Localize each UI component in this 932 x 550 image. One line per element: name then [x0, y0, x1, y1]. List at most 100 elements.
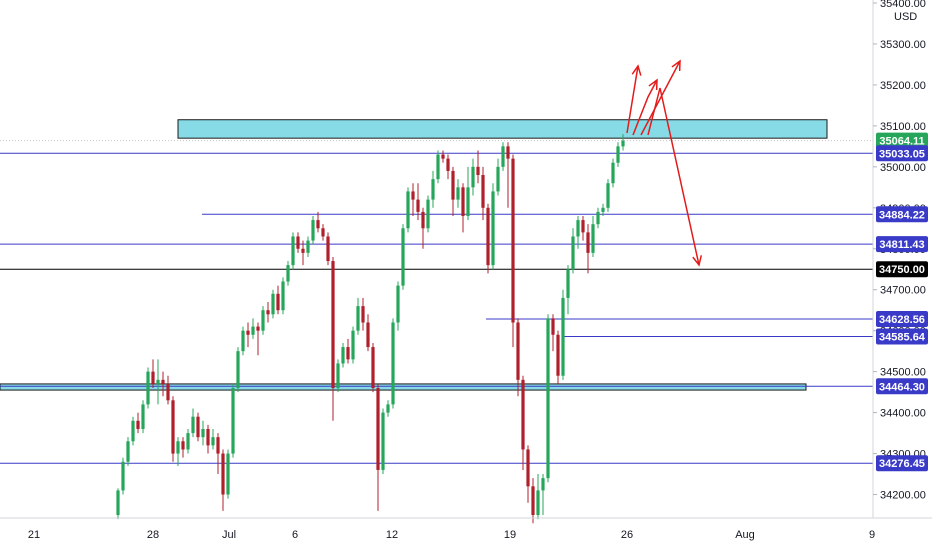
candle[interactable]: [336, 359, 340, 393]
candle[interactable]: [596, 207, 600, 229]
candle[interactable]: [196, 412, 200, 442]
candle[interactable]: [211, 428, 215, 450]
candle[interactable]: [431, 170, 435, 208]
candle[interactable]: [476, 150, 480, 184]
candle[interactable]: [516, 318, 520, 397]
candle[interactable]: [461, 183, 465, 233]
candle[interactable]: [141, 400, 145, 434]
candle[interactable]: [221, 449, 225, 511]
candle[interactable]: [546, 314, 550, 483]
candle[interactable]: [556, 330, 560, 384]
candle[interactable]: [131, 416, 135, 446]
candle[interactable]: [576, 215, 580, 249]
candle[interactable]: [251, 318, 255, 339]
candle[interactable]: [456, 179, 460, 208]
candle[interactable]: [426, 195, 430, 233]
candle[interactable]: [466, 166, 470, 221]
candle[interactable]: [181, 437, 185, 458]
candle[interactable]: [346, 338, 350, 364]
candle[interactable]: [491, 183, 495, 270]
candle[interactable]: [366, 314, 370, 352]
candle[interactable]: [151, 359, 155, 389]
candle[interactable]: [156, 359, 160, 405]
candle[interactable]: [136, 412, 140, 434]
candle[interactable]: [246, 322, 250, 348]
candle[interactable]: [281, 277, 285, 315]
candle[interactable]: [451, 166, 455, 216]
candle[interactable]: [226, 449, 230, 499]
candle[interactable]: [321, 224, 325, 241]
candle[interactable]: [286, 261, 290, 286]
candle[interactable]: [276, 285, 280, 315]
candle[interactable]: [501, 142, 505, 171]
candle[interactable]: [341, 342, 345, 368]
candle[interactable]: [331, 256, 335, 421]
candle[interactable]: [116, 488, 120, 520]
candle[interactable]: [266, 302, 270, 323]
candle[interactable]: [521, 375, 525, 470]
candle[interactable]: [231, 383, 235, 458]
candle[interactable]: [296, 232, 300, 253]
candle[interactable]: [551, 314, 555, 352]
candle[interactable]: [591, 215, 595, 257]
candle[interactable]: [351, 326, 355, 364]
candle[interactable]: [261, 306, 265, 335]
candle[interactable]: [241, 326, 245, 356]
candle[interactable]: [256, 322, 260, 356]
candle[interactable]: [496, 158, 500, 196]
candle[interactable]: [541, 474, 545, 515]
candle[interactable]: [356, 297, 360, 335]
candle[interactable]: [441, 150, 445, 163]
candle[interactable]: [361, 297, 365, 331]
candle[interactable]: [381, 408, 385, 475]
time-axis[interactable]: 21 28 Jul 6 12 19 26 Aug 9: [28, 529, 875, 541]
candle[interactable]: [611, 158, 615, 188]
candle[interactable]: [176, 437, 180, 466]
candle[interactable]: [391, 318, 395, 409]
candle[interactable]: [421, 207, 425, 249]
candle[interactable]: [386, 400, 390, 417]
support-zone[interactable]: [0, 383, 807, 391]
candle[interactable]: [171, 396, 175, 462]
candle[interactable]: [121, 457, 125, 495]
candle[interactable]: [536, 474, 540, 520]
candle[interactable]: [436, 150, 440, 184]
arrow-up-2[interactable]: [632, 78, 658, 136]
candle[interactable]: [486, 203, 490, 274]
candle[interactable]: [236, 347, 240, 393]
candle[interactable]: [601, 203, 605, 216]
candle[interactable]: [301, 240, 305, 266]
arrow-up-1[interactable]: [626, 64, 642, 134]
candle[interactable]: [186, 428, 190, 454]
candle[interactable]: [616, 142, 620, 167]
candle[interactable]: [216, 433, 220, 475]
arrow-up-3[interactable]: [640, 59, 681, 136]
candle[interactable]: [311, 215, 315, 245]
candle[interactable]: [166, 375, 170, 405]
candle[interactable]: [511, 154, 515, 348]
candles[interactable]: [116, 134, 625, 524]
candle[interactable]: [271, 289, 275, 319]
candle[interactable]: [291, 232, 295, 270]
candle[interactable]: [526, 445, 530, 503]
candle[interactable]: [566, 265, 570, 315]
candle[interactable]: [571, 228, 575, 274]
candle[interactable]: [406, 187, 410, 233]
candle[interactable]: [191, 408, 195, 438]
candle[interactable]: [161, 371, 165, 397]
candle[interactable]: [306, 236, 310, 257]
candle[interactable]: [506, 142, 510, 208]
candle[interactable]: [126, 437, 130, 466]
candle[interactable]: [471, 158, 475, 196]
candle[interactable]: [531, 478, 535, 524]
arrow-down[interactable]: [647, 87, 703, 267]
candle[interactable]: [201, 420, 205, 446]
resistance-zone[interactable]: [177, 119, 828, 139]
candle[interactable]: [581, 215, 585, 241]
candle[interactable]: [446, 154, 450, 180]
candle[interactable]: [481, 166, 485, 221]
candle[interactable]: [376, 383, 380, 511]
candle[interactable]: [411, 183, 415, 216]
